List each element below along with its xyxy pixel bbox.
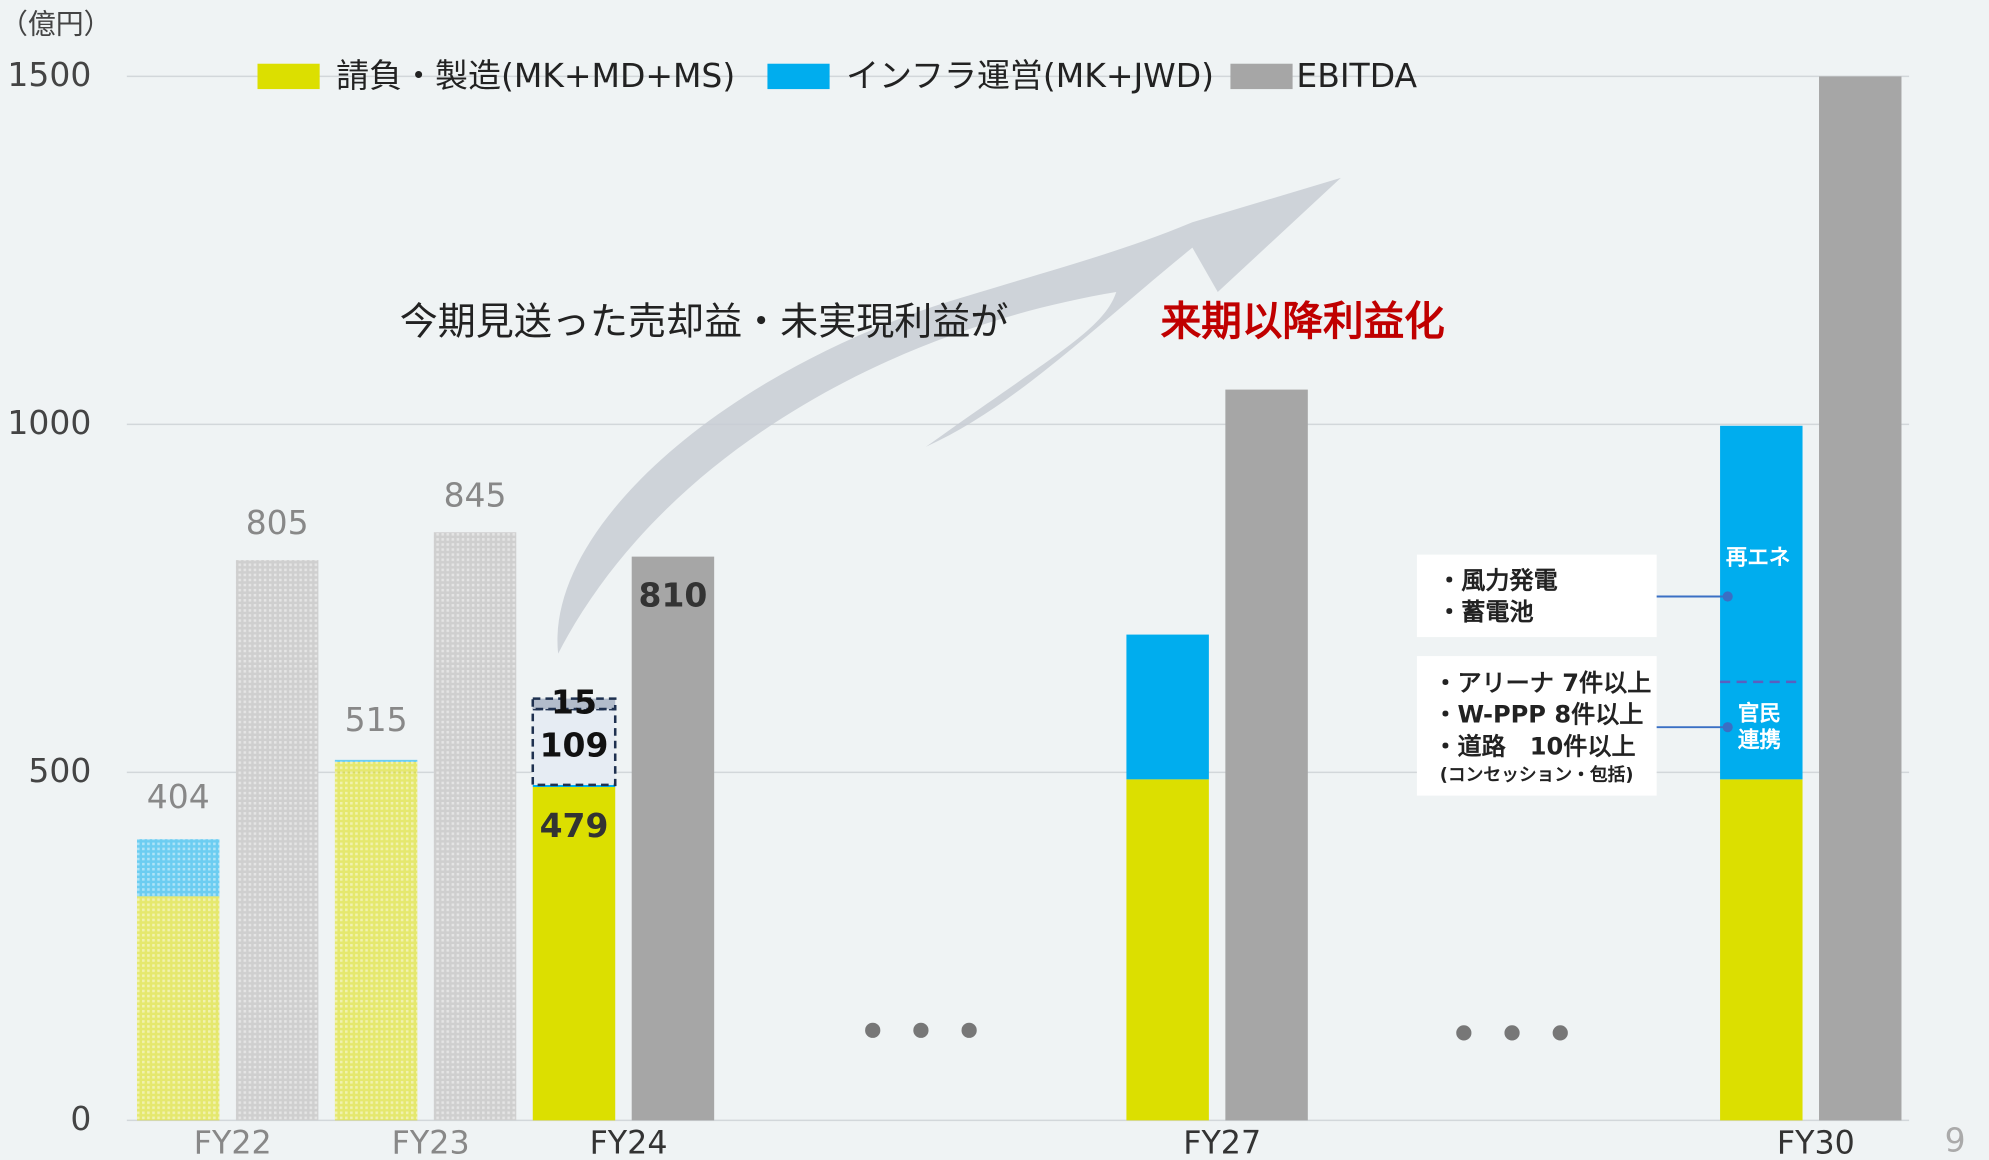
total-label: 404: [147, 777, 210, 816]
chart: （億円） 今期見送った売却益・未実現利益が 来期以降利益化 9 0 500 1000…: [0, 0, 1989, 1160]
segment-label: 再エネ: [1726, 545, 1791, 570]
bar-segment: [1126, 635, 1208, 780]
x-tick-label: FY22: [194, 1125, 272, 1160]
y-tick-label: 0: [70, 1099, 91, 1138]
bar: [1225, 390, 1307, 1121]
ellipsis: [865, 1023, 1568, 1041]
callout-text: ・蓄電池: [1437, 598, 1533, 626]
callout-text: ・道路 10件以上: [1433, 732, 1635, 760]
callout-text: ・W-PPP 8件以上: [1433, 701, 1643, 729]
bar-texture: [137, 839, 219, 896]
data-label: 515: [345, 700, 408, 739]
bar-segment: [1720, 779, 1802, 1120]
legend-swatch: [258, 64, 320, 89]
bar-texture: [335, 762, 417, 1120]
x-tick-label: FY23: [392, 1125, 470, 1160]
y-axis-unit: （億円）: [0, 8, 112, 41]
x-tick-label: FY30: [1777, 1125, 1855, 1160]
bar: [1819, 76, 1901, 1120]
bar-texture: [137, 896, 219, 1120]
bar-texture: [236, 560, 318, 1120]
data-label: 109: [540, 725, 609, 764]
legend-swatch: [1230, 64, 1292, 89]
y-tick-label: 1500: [7, 55, 91, 94]
data-label: 810: [639, 576, 708, 615]
annotation: 今期見送った売却益・未実現利益が: [400, 299, 1009, 343]
x-tick-label: FY24: [590, 1125, 668, 1160]
data-label: 805: [246, 503, 309, 542]
callout-text: ・風力発電: [1437, 566, 1557, 594]
data-label: 845: [444, 475, 507, 514]
segment-label: 官民: [1738, 700, 1781, 726]
legend-label: インフラ運営(MK+JWD): [846, 56, 1214, 95]
y-tick-label: 1000: [7, 403, 91, 442]
data-label: 479: [540, 806, 609, 845]
segment-label: 連携: [1738, 727, 1781, 753]
bar-texture: [335, 760, 417, 762]
legend-label: EBITDA: [1296, 56, 1417, 95]
data-label: 15: [551, 682, 597, 721]
bar-segment: [1126, 779, 1208, 1120]
bar: [632, 557, 714, 1121]
x-tick-label: FY27: [1183, 1125, 1261, 1160]
legend-label: 請負・製造(MK+MD+MS): [336, 56, 735, 95]
callout-text: ・アリーナ 7件以上: [1433, 669, 1651, 697]
callout-text: (コンセッション・包括): [1440, 763, 1634, 785]
y-tick-label: 500: [28, 751, 91, 790]
bar-texture: [434, 532, 516, 1120]
page-number: 9: [1945, 1120, 1966, 1159]
legend-swatch: [767, 64, 829, 89]
annotation-emphasis: 来期以降利益化: [1161, 297, 1445, 345]
